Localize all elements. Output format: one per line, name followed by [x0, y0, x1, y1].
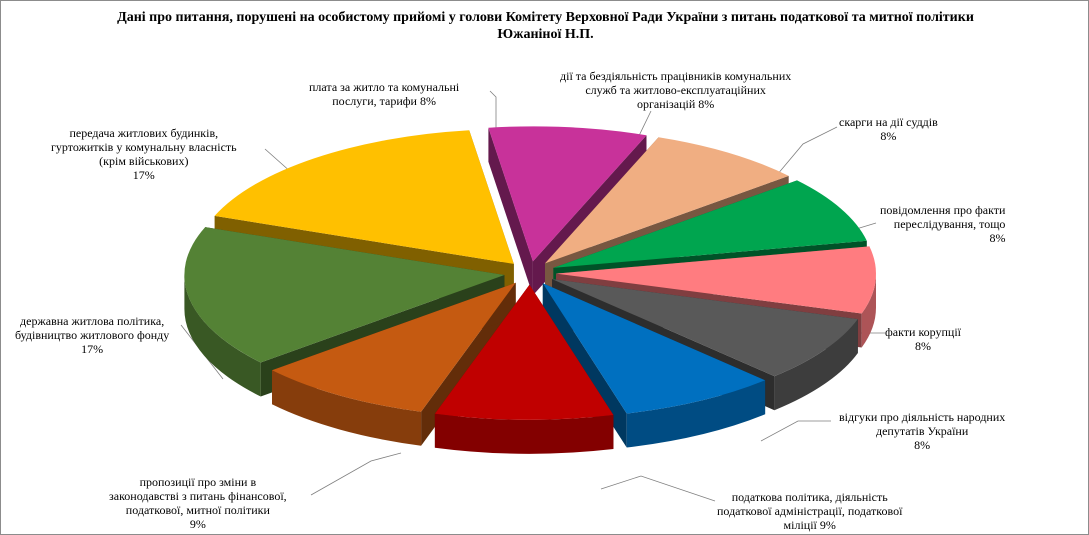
pie-slice-housing-policy-top: [184, 227, 505, 363]
pie-slice-tax-policy-top: [434, 284, 614, 420]
chart-title-line-1: Дані про питання, порушені на особистому…: [117, 10, 974, 25]
label-communal-services-line-1: дії та бездіяльність працівників комунал…: [560, 69, 792, 83]
label-corruption: факти корупції 8%: [885, 325, 961, 353]
pie-slice-communal-services-top: [545, 137, 789, 264]
label-persecution: повідомлення про факти переслідування, т…: [880, 203, 1005, 245]
label-housing-transfer-line-4: 17%: [132, 168, 155, 182]
leader-line-deputies: [760, 420, 831, 442]
label-legislation-line-3: податкової, митної політики: [125, 503, 270, 517]
label-utilities: плата за житло та комунальні послуги, та…: [309, 80, 459, 108]
label-corruption-line-1: факти корупції: [885, 325, 962, 339]
label-housing-policy-line-2: будівництво житлового фонду: [15, 328, 170, 342]
label-housing-policy-line-3: 17%: [81, 342, 104, 356]
pie-slice-judges-top: [553, 180, 867, 268]
label-deputies: відгуки про діяльність народних депутаті…: [839, 410, 1005, 452]
pie-slice-tax-policy-side: [434, 413, 614, 454]
label-persecution-line-3: 8%: [989, 231, 1006, 245]
leader-line-legislation: [310, 452, 402, 496]
label-persecution-line-2: переслідування, тощо: [893, 217, 1006, 231]
label-legislation-line-4: 9%: [189, 517, 206, 531]
label-judges-line-2: 8%: [880, 129, 897, 143]
label-housing-transfer-line-1: передача житлових будинків,: [69, 126, 219, 140]
label-deputies-line-2: депутатів України: [876, 424, 969, 438]
label-deputies-line-3: 8%: [914, 438, 931, 452]
pie-slice-housing-policy-side: [184, 275, 261, 397]
label-housing-transfer: передача житлових будинків, гуртожитків …: [51, 126, 237, 182]
label-tax-policy-line-1: податкова політика, діяльність: [731, 490, 888, 504]
chart-title-line-2: Южаніної Н.П.: [497, 27, 594, 42]
label-tax-policy: податкова політика, діяльність податково…: [717, 490, 902, 532]
pie-slice-corruption-side: [774, 319, 858, 411]
pie-slice-tax-policy: [434, 284, 614, 454]
pie-slice-legislation-top: [272, 282, 516, 412]
pie-slice-utilities-wall-1: [488, 127, 533, 296]
label-housing-policy-line-1: державна житлова політика,: [20, 314, 165, 328]
pie-slices: [184, 126, 876, 454]
leader-line-utilities: [489, 90, 497, 137]
label-legislation-line-1: пропозиції про зміни в: [139, 475, 257, 489]
label-housing-transfer-line-3: (крім військових): [99, 154, 189, 168]
label-legislation: пропозиції про зміни в законодавстві з п…: [109, 475, 287, 531]
label-persecution-line-1: повідомлення про факти: [880, 203, 1006, 217]
label-deputies-line-1: відгуки про діяльність народних: [839, 410, 1006, 424]
label-housing-policy: державна житлова політика, будівництво ж…: [15, 314, 169, 356]
label-tax-policy-line-3: міліції 9%: [783, 518, 836, 532]
pie-slice-corruption-top: [552, 279, 858, 377]
pie-slice-persecution-top: [556, 246, 876, 314]
label-utilities-line-2: послуги, тарифи 8%: [332, 94, 436, 108]
pie-slice-utilities-top: [488, 126, 647, 262]
label-communal-services-line-2: служб та житлово-експлуатаційних: [585, 83, 766, 97]
label-utilities-line-1: плата за житло та комунальні: [309, 80, 460, 94]
label-judges: скарги на дії суддів 8%: [839, 115, 938, 143]
label-communal-services: дії та бездіяльність працівників комунал…: [560, 69, 791, 111]
label-judges-line-1: скарги на дії суддів: [839, 115, 938, 129]
pie-slice-housing-transfer-top: [214, 130, 514, 264]
label-tax-policy-line-2: податкової адміністрації, податкової: [717, 504, 903, 518]
label-legislation-line-2: законодавстві з питань фінансової,: [109, 489, 287, 503]
pie-slice-persecution-side: [861, 273, 876, 348]
pie-slice-deputies-top: [542, 283, 766, 414]
chart-title: Дані про питання, порушені на особистому…: [41, 9, 1050, 43]
label-housing-transfer-line-2: гуртожитків у комунальну власність: [51, 140, 237, 154]
label-corruption-line-2: 8%: [915, 339, 931, 353]
label-communal-services-line-3: організацій 8%: [637, 97, 715, 111]
pie-slice-legislation-side: [272, 370, 422, 446]
leader-line-tax-policy: [600, 475, 716, 502]
pie-slice-deputies-side: [626, 380, 766, 448]
